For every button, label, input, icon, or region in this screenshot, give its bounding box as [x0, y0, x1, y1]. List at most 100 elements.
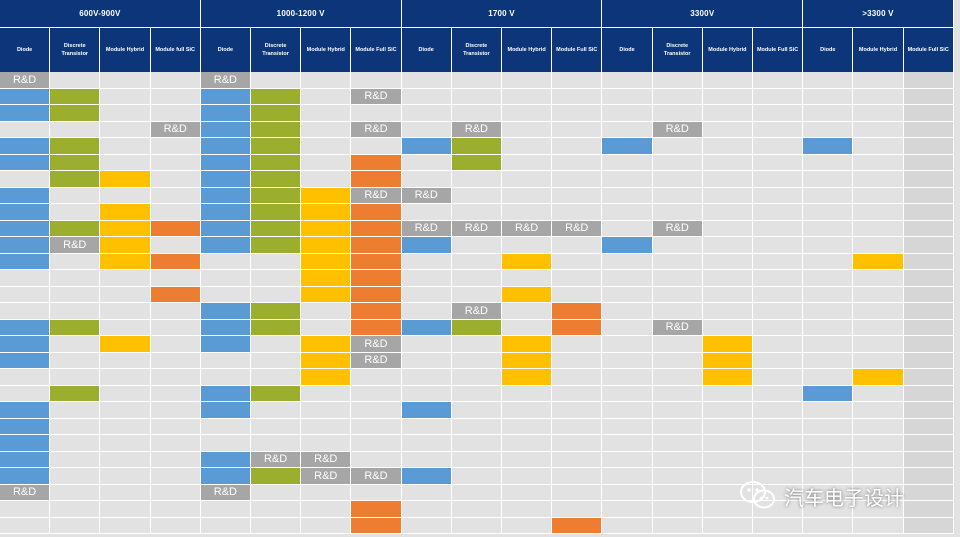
- rd-cell: R&D: [351, 352, 402, 369]
- empty-cell: [50, 517, 101, 534]
- empty-cell: [753, 369, 804, 386]
- empty-cell: [451, 187, 502, 204]
- empty-cell: [602, 253, 653, 270]
- empty-cell: [753, 187, 804, 204]
- filled-cell: [602, 138, 653, 155]
- empty-cell: [753, 385, 804, 402]
- filled-cell: [200, 468, 251, 485]
- empty-cell: [753, 451, 804, 468]
- filled-cell: [50, 138, 101, 155]
- filled-cell: [351, 154, 402, 171]
- empty-cell: [602, 72, 653, 89]
- empty-cell: [502, 517, 553, 534]
- empty-cell: [602, 435, 653, 452]
- empty-cell: [853, 105, 904, 122]
- empty-cell: [200, 369, 251, 386]
- rd-cell: R&D: [401, 187, 452, 204]
- filled-cell: [251, 319, 302, 336]
- empty-cell: [301, 435, 352, 452]
- rd-cell: R&D: [351, 187, 402, 204]
- filled-cell: [301, 336, 352, 353]
- empty-cell: [100, 352, 151, 369]
- empty-cell: [702, 121, 753, 138]
- empty-cell: [853, 286, 904, 303]
- filled-cell: [200, 303, 251, 320]
- empty-cell: [652, 270, 703, 287]
- filled-cell: [200, 171, 251, 188]
- filled-cell: [552, 319, 603, 336]
- empty-cell: [301, 385, 352, 402]
- empty-cell: [903, 319, 954, 336]
- empty-cell: [251, 517, 302, 534]
- empty-cell: [401, 484, 452, 501]
- empty-cell: [451, 385, 502, 402]
- column-header: Module full SiC: [150, 28, 201, 72]
- empty-cell: [803, 468, 854, 485]
- filled-cell: [100, 237, 151, 254]
- filled-cell: [301, 187, 352, 204]
- empty-cell: [602, 88, 653, 105]
- empty-cell: [100, 154, 151, 171]
- empty-cell: [351, 369, 402, 386]
- empty-cell: [803, 237, 854, 254]
- empty-cell: [401, 154, 452, 171]
- empty-cell: [301, 319, 352, 336]
- empty-cell: [100, 468, 151, 485]
- empty-cell: [552, 484, 603, 501]
- empty-cell: [251, 286, 302, 303]
- rd-cell: R&D: [251, 451, 302, 468]
- empty-cell: [602, 204, 653, 221]
- filled-cell: [301, 286, 352, 303]
- empty-cell: [903, 369, 954, 386]
- filled-cell: [401, 319, 452, 336]
- group-header: >3300 V: [803, 0, 954, 28]
- filled-cell: [251, 171, 302, 188]
- empty-cell: [200, 286, 251, 303]
- filled-cell: [0, 88, 51, 105]
- empty-cell: [100, 138, 151, 155]
- empty-cell: [100, 105, 151, 122]
- empty-cell: [552, 154, 603, 171]
- empty-cell: [251, 72, 302, 89]
- empty-cell: [853, 154, 904, 171]
- empty-cell: [702, 303, 753, 320]
- empty-cell: [652, 468, 703, 485]
- empty-cell: [552, 468, 603, 485]
- column-header: Diode: [803, 28, 854, 72]
- empty-cell: [50, 352, 101, 369]
- empty-cell: [251, 435, 302, 452]
- empty-cell: [100, 501, 151, 518]
- watermark: 汽车电子设计: [738, 479, 904, 513]
- empty-cell: [451, 418, 502, 435]
- empty-cell: [451, 270, 502, 287]
- filled-cell: [0, 451, 51, 468]
- empty-cell: [753, 105, 804, 122]
- empty-cell: [301, 88, 352, 105]
- empty-cell: [602, 187, 653, 204]
- empty-cell: [903, 385, 954, 402]
- filled-cell: [0, 253, 51, 270]
- empty-cell: [401, 204, 452, 221]
- empty-cell: [853, 418, 904, 435]
- empty-cell: [502, 270, 553, 287]
- rd-cell: R&D: [401, 220, 452, 237]
- empty-cell: [753, 352, 804, 369]
- empty-cell: [251, 352, 302, 369]
- filled-cell: [50, 385, 101, 402]
- empty-cell: [100, 319, 151, 336]
- empty-cell: [702, 204, 753, 221]
- filled-cell: [351, 303, 402, 320]
- empty-cell: [602, 303, 653, 320]
- filled-cell: [0, 435, 51, 452]
- empty-cell: [401, 352, 452, 369]
- empty-cell: [552, 385, 603, 402]
- group-header: 600V-900V: [0, 0, 201, 28]
- empty-cell: [150, 138, 201, 155]
- column-header: Module Hybrid: [502, 28, 553, 72]
- filled-cell: [150, 220, 201, 237]
- empty-cell: [200, 270, 251, 287]
- column-header: Diode: [200, 28, 251, 72]
- empty-cell: [100, 121, 151, 138]
- filled-cell: [251, 220, 302, 237]
- empty-cell: [301, 154, 352, 171]
